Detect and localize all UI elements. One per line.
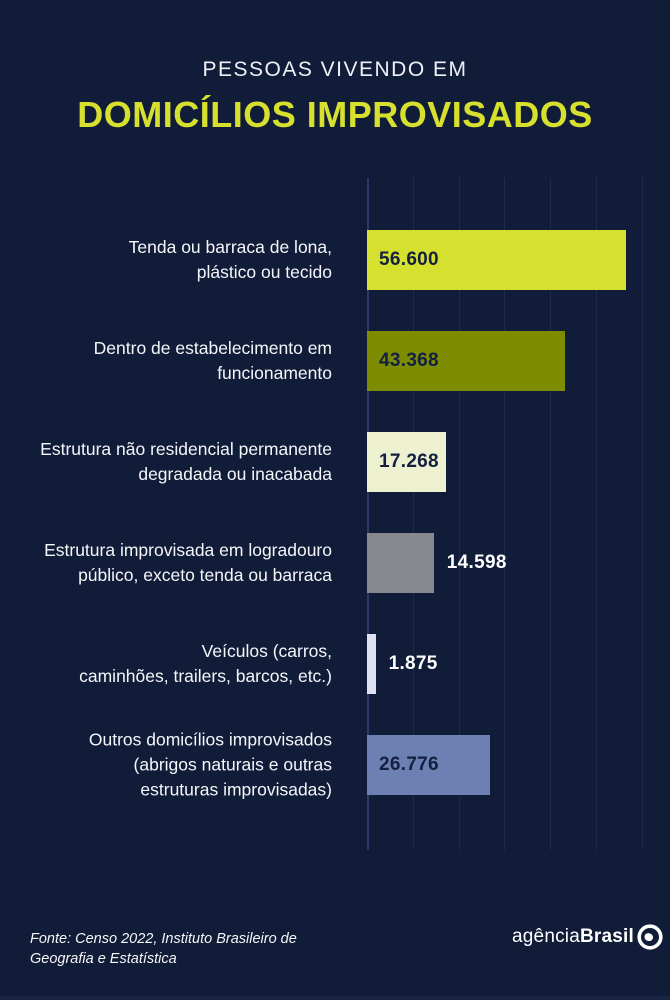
chart-row: Estrutura improvisada em logradouro públ… bbox=[0, 533, 670, 593]
chart-row: Tenda ou barraca de lona, plástico ou te… bbox=[0, 230, 670, 290]
gridline bbox=[504, 178, 506, 850]
chart-subtitle: PESSOAS VIVENDO EM bbox=[202, 58, 468, 81]
gridline bbox=[550, 178, 551, 850]
agencia-brasil-logo: agência Brasil bbox=[512, 924, 663, 950]
bar bbox=[367, 331, 566, 391]
gridline bbox=[412, 178, 414, 850]
axis-line bbox=[367, 178, 369, 850]
category-label: Estrutura não residencial permanente deg… bbox=[40, 439, 332, 484]
bar bbox=[367, 533, 434, 593]
category-label: Veículos (carros, caminhões, trailers, b… bbox=[79, 641, 332, 686]
logo-text-light: agência bbox=[512, 926, 580, 947]
bar bbox=[367, 634, 376, 694]
value-label: 56.600 bbox=[379, 249, 439, 270]
chart-gridlines bbox=[0, 178, 670, 850]
gridline bbox=[595, 178, 597, 850]
gridline bbox=[458, 178, 460, 850]
chart-row: Outros domicílios improvisados (abrigos … bbox=[0, 730, 670, 799]
bar bbox=[367, 432, 446, 492]
chart-row: Veículos (carros, caminhões, trailers, b… bbox=[0, 634, 670, 694]
logo-text-bold: Brasil bbox=[579, 926, 634, 947]
value-label: 1.875 bbox=[388, 653, 438, 674]
source-note: Fonte: Censo 2022, Instituto Brasileiro … bbox=[30, 931, 297, 967]
category-label: Estrutura improvisada em logradouro públ… bbox=[44, 540, 332, 585]
value-label: 14.598 bbox=[446, 552, 507, 573]
chart-title: DOMICÍLIOS IMPROVISADOS bbox=[77, 94, 593, 135]
header: PESSOAS VIVENDO EM DOMICÍLIOS IMPROVISAD… bbox=[0, 0, 670, 136]
bar bbox=[367, 230, 626, 290]
chart-row: Dentro de estabelecimento em funcionamen… bbox=[0, 331, 670, 391]
chart-row: Estrutura não residencial permanente deg… bbox=[0, 432, 670, 492]
value-label: 17.268 bbox=[379, 451, 439, 472]
agencia-brasil-circle-icon bbox=[637, 924, 663, 950]
category-label: Tenda ou barraca de lona, plástico ou te… bbox=[128, 237, 332, 282]
value-label: 26.776 bbox=[379, 754, 439, 775]
category-label: Dentro de estabelecimento em funcionamen… bbox=[93, 338, 332, 383]
value-label: 43.368 bbox=[379, 350, 439, 371]
gridline bbox=[641, 178, 643, 850]
bottom-strip bbox=[0, 996, 670, 1000]
bar bbox=[367, 735, 490, 795]
category-label: Outros domicílios improvisados (abrigos … bbox=[88, 729, 332, 800]
